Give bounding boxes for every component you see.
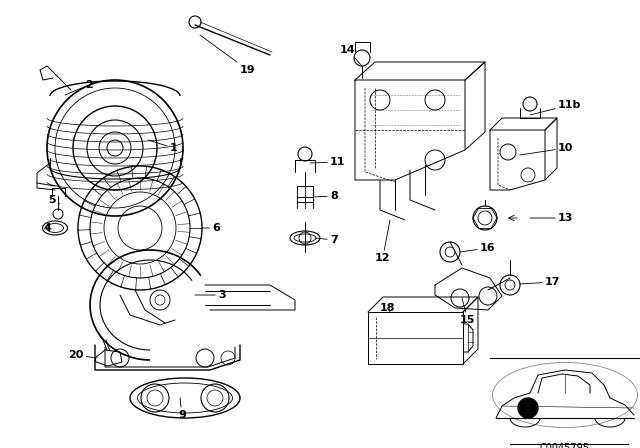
Text: 20: 20 — [68, 350, 97, 360]
Text: 2: 2 — [65, 80, 93, 95]
Text: 3: 3 — [195, 290, 226, 300]
Text: C0045795: C0045795 — [540, 443, 590, 448]
Text: 13: 13 — [530, 213, 573, 223]
Text: 19: 19 — [200, 35, 255, 75]
Text: 5: 5 — [48, 195, 60, 205]
Text: 7: 7 — [315, 235, 338, 245]
Text: 18: 18 — [380, 303, 396, 313]
Text: 16: 16 — [460, 243, 495, 253]
Text: 4: 4 — [43, 223, 51, 233]
Text: 10: 10 — [520, 143, 573, 155]
Text: 12: 12 — [375, 220, 390, 263]
Text: 1: 1 — [148, 140, 178, 153]
Text: 17: 17 — [520, 277, 561, 287]
Text: 11: 11 — [310, 157, 346, 167]
Circle shape — [518, 398, 538, 418]
Text: 14: 14 — [340, 45, 362, 66]
Text: 11b: 11b — [530, 100, 581, 115]
Text: 6: 6 — [202, 223, 220, 233]
Text: 8: 8 — [313, 191, 338, 201]
Text: 15: 15 — [460, 298, 476, 325]
Text: 9: 9 — [178, 398, 186, 420]
